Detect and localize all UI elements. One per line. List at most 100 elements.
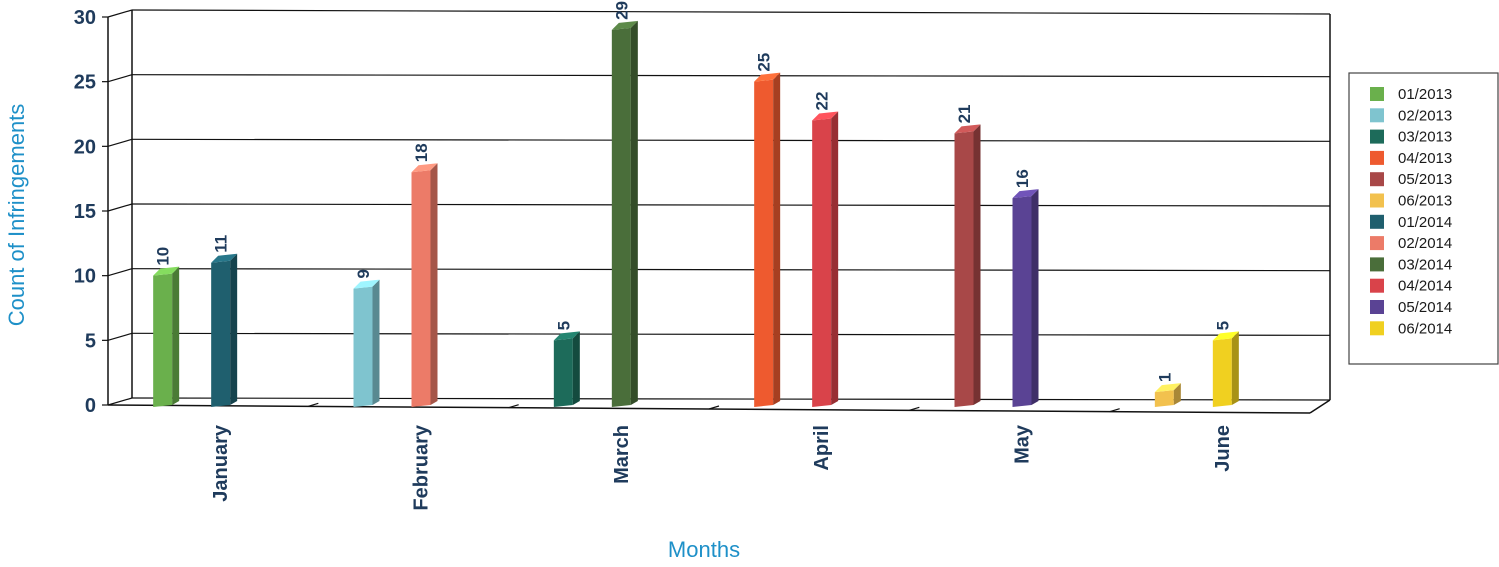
x-tick-label: April (811, 425, 833, 471)
bar-may-05-2014 (1012, 189, 1039, 407)
legend-item: 03/2013 (1370, 129, 1452, 146)
bar-february-02-2013 (353, 279, 380, 407)
bar-top (353, 279, 380, 289)
bar-front (553, 338, 573, 407)
y-tick-label: 0 (85, 395, 96, 417)
bar-side (572, 331, 580, 405)
legend-swatch (1370, 172, 1384, 187)
legend-item: 06/2013 (1370, 193, 1452, 210)
data-labels: 10 11 9 18 5 29 25 22 21 16 1 5 (154, 1, 1233, 382)
y-tick-label: 30 (74, 7, 96, 29)
gridline (131, 74, 1331, 78)
legend-swatch (1370, 278, 1384, 293)
data-label: 16 (1013, 169, 1032, 188)
bar-april-04-2014 (812, 111, 839, 407)
y-tick-label: 20 (74, 136, 96, 158)
y-tick-label: 15 (74, 201, 96, 223)
bar-top (1012, 189, 1039, 199)
bar-side (1173, 383, 1181, 405)
x-tick-label: January (210, 424, 232, 502)
data-label: 25 (755, 53, 774, 72)
x-tick-label: June (1212, 425, 1234, 472)
bar-front (812, 118, 832, 407)
bar-march-03-2013 (553, 331, 580, 407)
gridline (131, 268, 1331, 272)
category-separator (708, 405, 720, 410)
gridline (131, 397, 1331, 401)
legend-swatch (1370, 87, 1384, 101)
category-separator (308, 402, 319, 407)
legend-label: 01/2013 (1398, 86, 1452, 103)
bars-layer (153, 20, 1239, 408)
legend-item: 03/2014 (1370, 256, 1452, 273)
gridline-side (107, 268, 133, 277)
data-label: 29 (612, 1, 631, 20)
legend-swatch (1370, 129, 1384, 144)
y-tick-label: 25 (74, 72, 96, 94)
gridline (131, 138, 1331, 142)
bar-side (172, 266, 180, 405)
category-separator (909, 406, 920, 411)
legend-swatch (1370, 214, 1384, 229)
legend-label: 01/2014 (1398, 214, 1452, 231)
gridline-side (107, 74, 133, 83)
bar-march-03-2014 (611, 20, 638, 407)
data-label: 22 (813, 92, 832, 111)
legend-swatch (1370, 150, 1384, 165)
legend-label: 06/2014 (1398, 320, 1452, 337)
x-tick-label: May (1012, 424, 1034, 464)
data-label: 18 (412, 143, 431, 162)
bar-side (372, 279, 380, 405)
legend-swatch (1370, 257, 1384, 272)
bar-top (211, 253, 238, 263)
legend-label: 02/2014 (1398, 235, 1452, 252)
bar-front (611, 27, 631, 407)
category-separator (508, 404, 519, 409)
bar-side (1031, 189, 1039, 405)
bar-front (1012, 196, 1032, 407)
legend-item: 04/2013 (1370, 150, 1452, 167)
bar-front (754, 79, 774, 408)
data-label: 9 (354, 269, 373, 278)
bar-side (430, 163, 438, 405)
bar-front (353, 286, 373, 407)
x-tick-labels: January February March April May June (210, 424, 1234, 510)
legend-swatch (1370, 300, 1384, 314)
x-axis-title: Months (668, 537, 740, 562)
legend-label: 05/2014 (1398, 299, 1452, 316)
legend-swatch (1370, 193, 1384, 208)
legend-swatch (1370, 236, 1384, 251)
legend-label: 02/2013 (1398, 107, 1452, 124)
bar-front (211, 260, 231, 407)
bar-april-04-2013 (754, 72, 781, 408)
bar-side (1231, 331, 1239, 405)
data-label: 11 (212, 235, 231, 253)
legend-item: 02/2013 (1370, 107, 1452, 124)
bar-side (973, 124, 981, 406)
grid-layer (102, 9, 1331, 414)
bar-side (773, 72, 781, 406)
legend-item: 01/2013 (1370, 86, 1452, 103)
bar-top (954, 124, 981, 134)
gridline (131, 203, 1331, 207)
legend-item: 04/2014 (1370, 278, 1452, 295)
bar-top (553, 331, 580, 341)
bar-january-01-2014 (211, 253, 238, 407)
x-tick-label: March (611, 425, 633, 484)
legend-swatch (1370, 321, 1384, 336)
x-tick-label: February (411, 424, 433, 510)
legend-swatch (1370, 108, 1384, 123)
data-label: 21 (955, 104, 974, 123)
bar-june-06-2013 (1154, 383, 1181, 407)
legend-item: 01/2014 (1370, 214, 1452, 231)
legend-label: 04/2014 (1398, 278, 1452, 295)
bar-june-06-2014 (1212, 331, 1239, 407)
legend-label: 06/2013 (1398, 193, 1452, 210)
data-label: 5 (554, 321, 573, 330)
gridline (131, 9, 1331, 15)
legend-label: 05/2013 (1398, 171, 1452, 188)
bar-may-05-2013 (954, 124, 981, 407)
legend-item: 05/2013 (1370, 171, 1452, 188)
